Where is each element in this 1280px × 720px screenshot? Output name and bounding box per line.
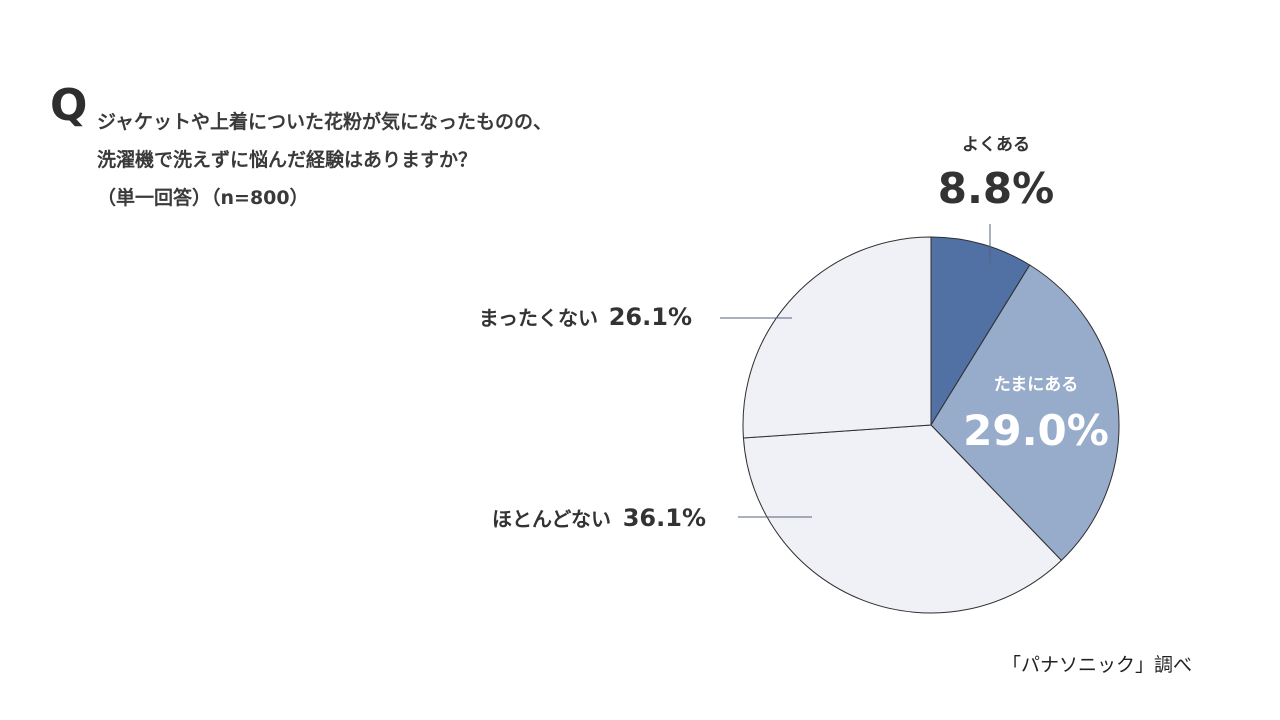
label-hotondo-name: ほとんどない: [492, 507, 611, 531]
slice-hotondo: [742, 424, 1063, 614]
leader-lines: [720, 224, 991, 518]
question-line-1: ジャケットや上着についた花粉が気になったものの、: [97, 111, 553, 133]
label-yoku-pct: 8.8%: [938, 164, 1054, 213]
question-line-2: 洗濯機で洗えずに悩んだ経験はありますか？: [97, 149, 478, 171]
pie-slices: [742, 236, 1120, 614]
source-note: 「パナソニック」調べ: [1002, 654, 1193, 676]
label-mattaku-pct: 26.1%: [609, 303, 692, 331]
label-tama-pct: 29.0%: [963, 406, 1109, 455]
slice-labels: よくある 8.8% たまにある 29.0% まったくない 26.1% ほとんどな…: [479, 135, 1109, 532]
label-hotondo-pct: 36.1%: [623, 504, 706, 532]
question-mark: Q: [50, 80, 88, 131]
label-tama-name: たまにある: [994, 375, 1079, 395]
slice-tama: [930, 264, 1120, 562]
question-text: ジャケットや上着についた花粉が気になったものの、 洗濯機で洗えずに悩んだ経験はあ…: [97, 103, 552, 217]
label-mattaku-name: まったくない: [479, 306, 598, 330]
label-yoku-name: よくある: [962, 135, 1030, 155]
slice-yoku: [930, 236, 1031, 427]
slice-mattaku: [742, 236, 932, 439]
question-line-3: （単一回答）（n=800）: [97, 187, 309, 209]
